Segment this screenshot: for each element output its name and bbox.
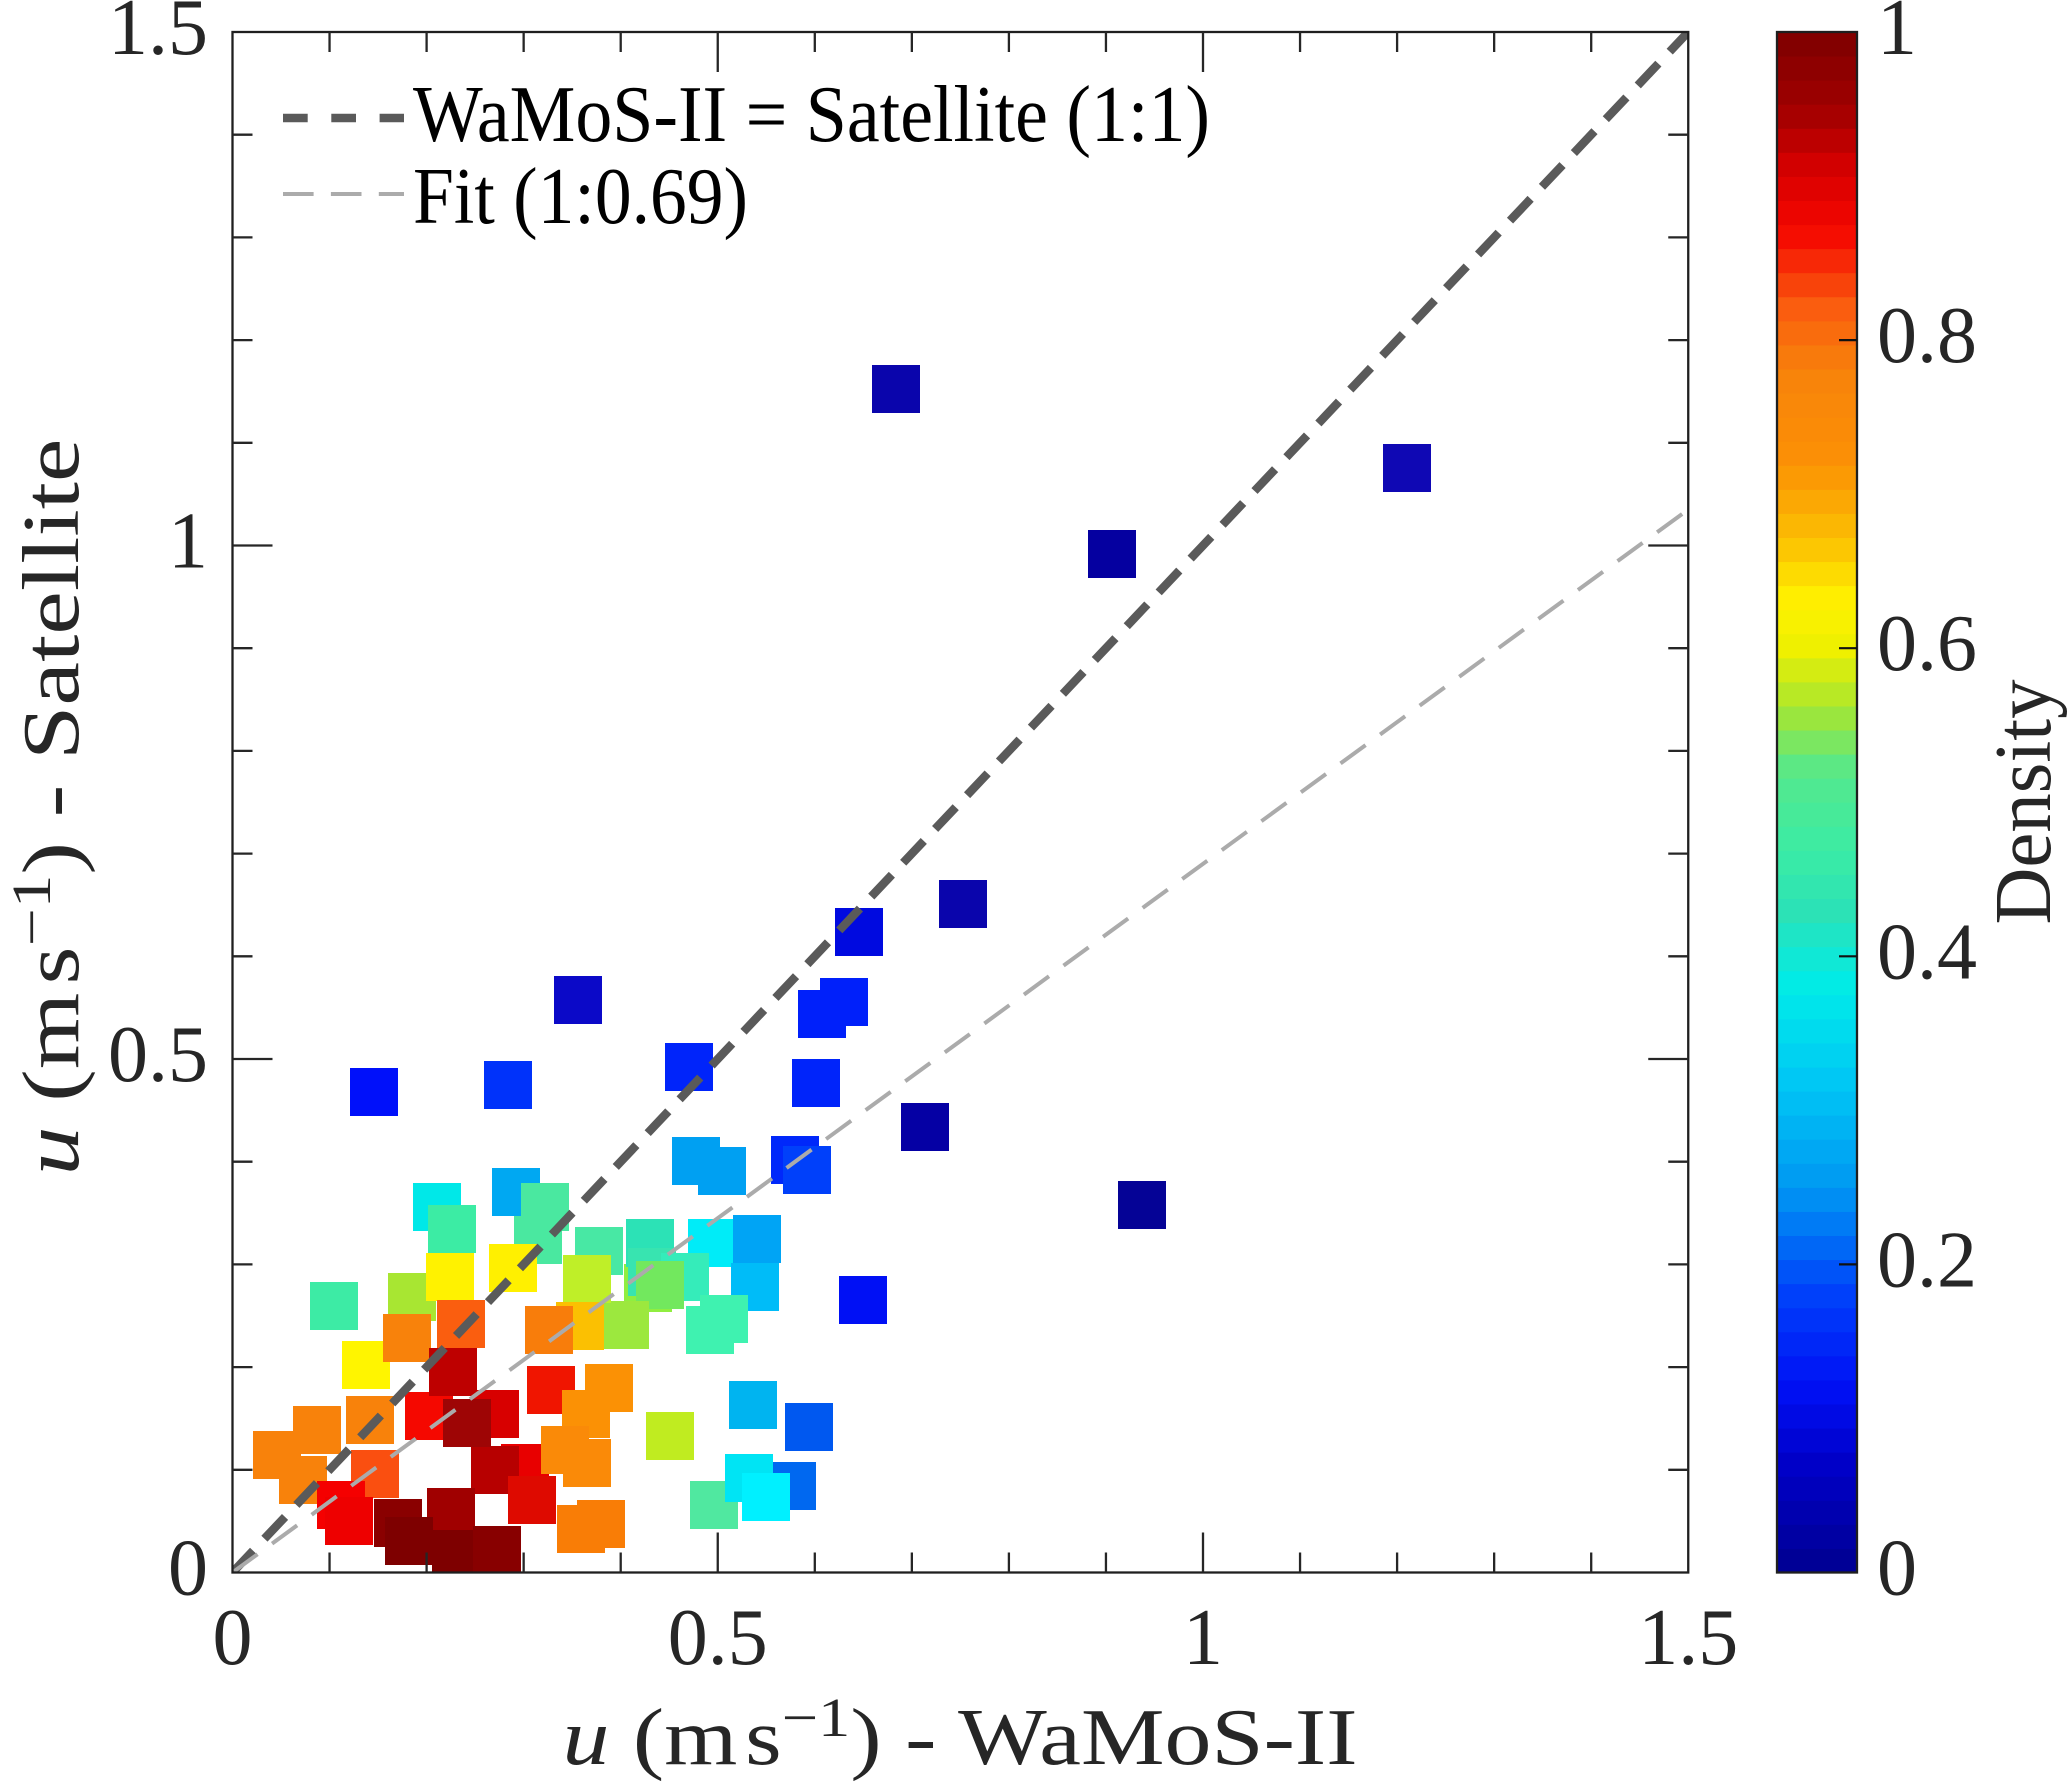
svg-text:1: 1 bbox=[1183, 1594, 1223, 1682]
svg-text:0: 0 bbox=[1877, 1525, 1917, 1613]
svg-text:1: 1 bbox=[168, 498, 208, 586]
svg-text:0.5: 0.5 bbox=[668, 1594, 768, 1682]
svg-text:0.4: 0.4 bbox=[1877, 908, 1977, 996]
svg-text:1: 1 bbox=[1877, 0, 1917, 72]
svg-text:u (m s−1) - Satellite: u (m s−1) - Satellite bbox=[1, 439, 96, 1176]
svg-text:1.5: 1.5 bbox=[1638, 1594, 1738, 1682]
svg-text:u (m s−1) - WaMoS-II: u (m s −1) - WaMoS-II bbox=[563, 1687, 1358, 1782]
svg-text:Fit (1:0.69): Fit (1:0.69) bbox=[413, 153, 748, 241]
svg-text:WaMoS-II = Satellite (1:1): WaMoS-II = Satellite (1:1) bbox=[413, 71, 1210, 159]
svg-text:1.5: 1.5 bbox=[108, 0, 208, 72]
svg-text:Density: Density bbox=[1980, 680, 2067, 925]
svg-text:0.8: 0.8 bbox=[1877, 292, 1977, 380]
svg-text:0.6: 0.6 bbox=[1877, 600, 1977, 688]
svg-text:0: 0 bbox=[168, 1525, 208, 1613]
svg-text:0.5: 0.5 bbox=[108, 1011, 208, 1099]
svg-text:0: 0 bbox=[213, 1594, 253, 1682]
svg-text:0.2: 0.2 bbox=[1877, 1216, 1977, 1304]
